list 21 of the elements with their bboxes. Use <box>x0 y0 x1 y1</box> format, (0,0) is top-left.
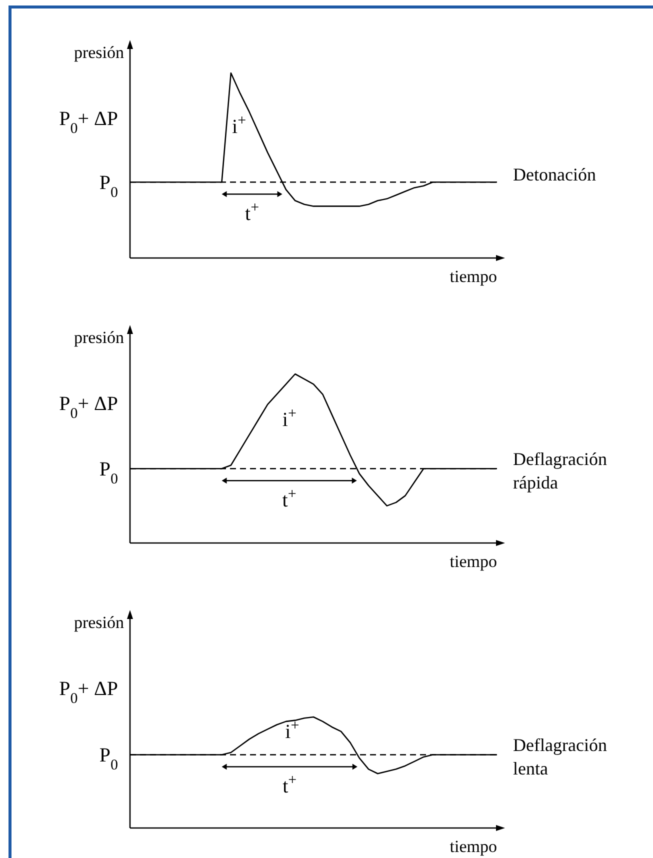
annotation: t$^{+}$ <box>245 200 260 226</box>
text: P$_{0}$ <box>99 458 118 488</box>
y-axis-title: presión <box>74 43 124 62</box>
annotation: i$^{+}$ <box>232 113 246 138</box>
x-axis-title: tiempo <box>450 267 497 286</box>
text: P$_{0}$ <box>99 744 118 774</box>
annotation: t$^{+}$ <box>282 486 296 512</box>
annotation: i$^{+}$ <box>282 406 296 432</box>
text: P$_{0}$+ ΔP <box>59 393 118 422</box>
text: P$_{0}$ <box>99 172 118 202</box>
x-axis-title: tiempo <box>450 552 497 571</box>
text: P$_{0}$+ ΔP <box>59 108 118 137</box>
series-label: Deflagración rápida <box>513 449 607 492</box>
y-axis-title: presión <box>74 613 124 632</box>
y-axis-title: presión <box>74 328 124 347</box>
annotation: t$^{+}$ <box>282 772 297 798</box>
text: P$_{0}$+ ΔP <box>59 678 118 707</box>
series-label: Detonación <box>513 164 596 184</box>
x-axis-title: tiempo <box>450 837 497 856</box>
annotation: i$^{+}$ <box>285 718 300 743</box>
series-label: Deflagración lenta <box>513 735 607 779</box>
